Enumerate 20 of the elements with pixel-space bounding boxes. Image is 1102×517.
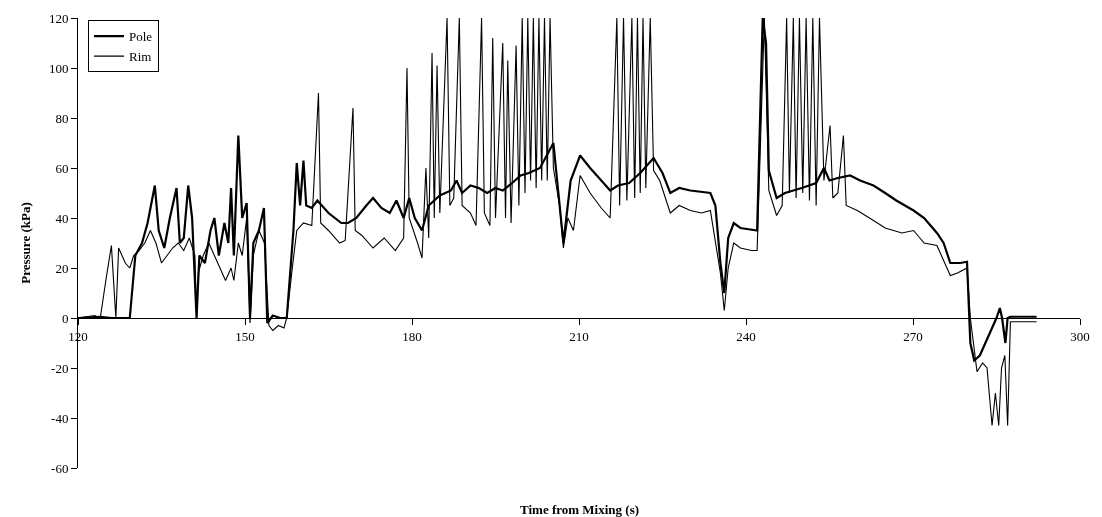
x-tick-label: 300 <box>1070 328 1090 344</box>
y-tick-label: 100 <box>48 60 69 76</box>
y-tick-label: 20 <box>55 260 69 276</box>
y-tick-label: 40 <box>55 210 69 226</box>
y-tick-label: -40 <box>51 410 69 426</box>
legend-label: Pole <box>129 29 153 45</box>
x-tick-label: 240 <box>736 328 756 344</box>
x-tick-label: 210 <box>569 328 589 344</box>
legend-label: Rim <box>129 49 152 65</box>
y-tick-label: 120 <box>48 10 69 26</box>
y-tick-label: -20 <box>51 360 69 376</box>
x-tick-label: 180 <box>402 328 422 344</box>
y-tick-label: -60 <box>51 460 69 476</box>
x-tick-label: 150 <box>235 328 255 344</box>
y-axis-title: Pressure (kPa) <box>17 202 33 284</box>
y-tick-label: 0 <box>61 310 69 326</box>
y-tick-label: 80 <box>55 110 69 126</box>
x-axis-title: Time from Mixing (s) <box>520 502 640 517</box>
x-tick-label: 270 <box>903 328 923 344</box>
y-tick-label: 60 <box>55 160 69 176</box>
